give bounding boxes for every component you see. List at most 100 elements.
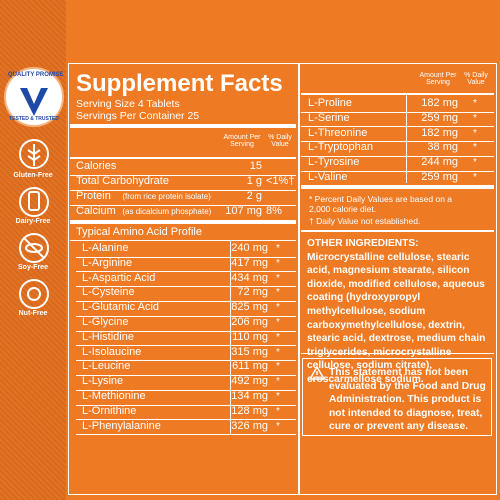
amino-dv: * bbox=[276, 346, 280, 358]
other-ingredients: OTHER INGREDIENTS: Microcrystalline cell… bbox=[307, 237, 493, 387]
amino-name: L-Glycine bbox=[82, 316, 129, 328]
amino-name: L-Ornithine bbox=[82, 404, 137, 417]
amino-name: L-Threonine bbox=[308, 126, 368, 139]
rule bbox=[76, 330, 296, 332]
rule bbox=[76, 389, 296, 391]
rule bbox=[70, 205, 296, 206]
rule bbox=[301, 93, 494, 95]
amino-name: L-Cysteine bbox=[82, 286, 135, 299]
col-amount: Amount Per Serving bbox=[223, 134, 261, 148]
amino-amount: 134 mg bbox=[231, 390, 268, 402]
amino-name: L-Valine bbox=[308, 171, 348, 183]
badge-top: QUALITY PROMISE bbox=[8, 72, 64, 78]
rule bbox=[301, 230, 494, 232]
amino-name: L-Glutamic Acid bbox=[82, 301, 160, 314]
rule bbox=[301, 353, 494, 354]
icon-label: Gluten-Free bbox=[13, 172, 53, 179]
amino-name: L-Proline bbox=[308, 97, 353, 109]
amino-amount: 240 mg bbox=[231, 242, 268, 254]
amino-amount: 259 mg bbox=[421, 171, 458, 183]
amino-name: L-Serine bbox=[308, 111, 350, 124]
profile-title: Typical Amino Acid Profile bbox=[76, 226, 202, 238]
amino-dv: * bbox=[276, 317, 280, 328]
facts-title: Supplement Facts bbox=[76, 70, 283, 97]
statement-box: This statement has not been evaluated by… bbox=[302, 358, 492, 436]
amino-amount: 110 mg bbox=[232, 330, 268, 343]
icon-label: Soy-Free bbox=[18, 264, 48, 271]
column-rule bbox=[406, 95, 407, 183]
rule bbox=[76, 315, 296, 317]
amino-dv: * bbox=[473, 98, 477, 109]
col-amount: Amount Per Serving bbox=[419, 72, 457, 86]
rule bbox=[301, 185, 494, 189]
other-text: Microcrystalline cellulose, stearic acid… bbox=[307, 251, 486, 385]
amino-dv: * bbox=[276, 287, 280, 299]
warning-icon bbox=[309, 366, 325, 380]
amino-amount: 326 mg bbox=[231, 419, 268, 432]
rule bbox=[76, 374, 296, 376]
nutrient-amount: 1 g bbox=[246, 175, 262, 187]
nutrient-name: Total Carbohydrate bbox=[76, 175, 169, 187]
rule bbox=[76, 286, 296, 288]
rule bbox=[301, 170, 494, 172]
amino-name: L-Aspartic Acid bbox=[82, 271, 156, 284]
rule bbox=[70, 220, 296, 224]
nutrient-note: (as dicalcium phosphate) bbox=[122, 207, 212, 216]
amino-amount: 244 mg bbox=[421, 156, 458, 169]
amino-amount: 182 mg bbox=[421, 126, 458, 139]
amino-dv: * bbox=[276, 361, 280, 373]
amino-amount: 38 mg bbox=[427, 141, 458, 154]
rule bbox=[76, 419, 296, 421]
amino-name: L-Lysine bbox=[82, 375, 124, 388]
amino-dv: * bbox=[276, 272, 280, 284]
amino-name: L-Leucine bbox=[82, 360, 131, 373]
amino-amount: 434 mg bbox=[231, 271, 268, 284]
amino-dv: * bbox=[276, 257, 280, 269]
rule bbox=[301, 155, 494, 157]
amino-dv: * bbox=[473, 112, 477, 124]
servings: Servings Per Container 25 bbox=[76, 110, 200, 122]
rule bbox=[301, 141, 494, 143]
nutrient-name: Calcium bbox=[76, 205, 116, 217]
amino-name: L-Histidine bbox=[82, 330, 134, 343]
rule bbox=[70, 157, 296, 159]
column-rule bbox=[230, 240, 231, 434]
icon-label: Nut-Free bbox=[18, 310, 48, 317]
serving-size: Serving Size 4 Tablets bbox=[76, 98, 180, 110]
rule bbox=[76, 404, 296, 406]
amino-amount: 206 mg bbox=[231, 316, 268, 328]
amino-dv: * bbox=[473, 142, 477, 154]
rule bbox=[301, 126, 494, 128]
rule bbox=[76, 434, 296, 436]
amino-amount: 128 mg bbox=[231, 404, 268, 417]
nutrient-amount: 15 bbox=[249, 160, 262, 172]
rule bbox=[76, 256, 296, 258]
right-panel bbox=[299, 63, 497, 495]
rule bbox=[70, 190, 296, 191]
amino-dv: * bbox=[276, 302, 280, 314]
col-dv: % Daily Value bbox=[464, 72, 488, 86]
amino-amount: 492 mg bbox=[231, 375, 268, 388]
amino-name: L-Phenylalanine bbox=[82, 419, 161, 432]
rule bbox=[70, 240, 296, 241]
amino-dv: * bbox=[276, 405, 280, 417]
col-dv: % Daily Value bbox=[268, 134, 292, 148]
amino-name: L-Arginine bbox=[82, 256, 133, 269]
rule bbox=[76, 271, 296, 273]
nutrient-dv: 8% bbox=[266, 205, 282, 217]
footnote: † Daily Value not established. bbox=[309, 216, 421, 226]
amino-dv: * bbox=[473, 172, 477, 183]
amino-amount: 825 mg bbox=[231, 301, 268, 314]
amino-amount: 182 mg bbox=[421, 97, 458, 109]
nutrient-name: Protein bbox=[76, 190, 111, 202]
rule bbox=[70, 175, 296, 176]
amino-name: L-Tryptophan bbox=[308, 141, 374, 154]
icon-label: Dairy-Free bbox=[15, 218, 51, 225]
statement: This statement has not been evaluated by… bbox=[329, 367, 486, 433]
amino-name: L-Isolaucine bbox=[82, 345, 142, 358]
amino-dv: * bbox=[473, 157, 477, 169]
amino-dv: * bbox=[276, 331, 280, 343]
amino-dv: * bbox=[276, 391, 280, 402]
facts-panel bbox=[68, 63, 299, 495]
